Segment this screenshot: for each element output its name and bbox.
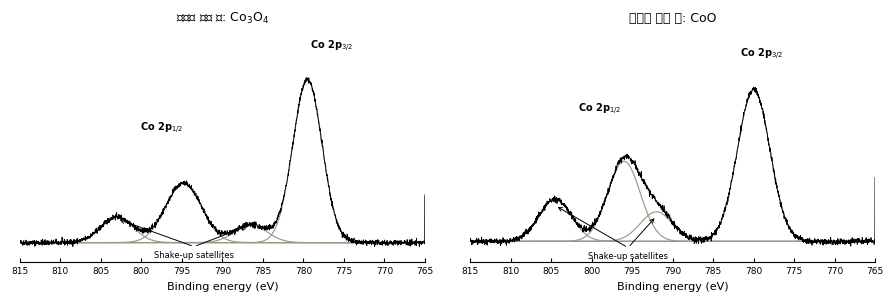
Text: Co 2p$_{1/2}$: Co 2p$_{1/2}$: [578, 102, 620, 117]
Text: Co 2p$_{3/2}$: Co 2p$_{3/2}$: [739, 47, 782, 62]
Title: 열동력 파도 전: Co$_3$O$_4$: 열동력 파도 전: Co$_3$O$_4$: [175, 11, 269, 26]
X-axis label: Binding energy (eV): Binding energy (eV): [166, 282, 278, 292]
Title: 열동력 파도 후: CoO: 열동력 파도 후: CoO: [628, 12, 715, 25]
Text: Co 2p$_{1/2}$: Co 2p$_{1/2}$: [139, 121, 183, 135]
X-axis label: Binding energy (eV): Binding energy (eV): [616, 282, 728, 292]
Text: Shake-up satellites: Shake-up satellites: [154, 251, 233, 260]
Text: Co 2p$_{3/2}$: Co 2p$_{3/2}$: [310, 39, 353, 54]
Text: Shake-up satellites: Shake-up satellites: [587, 252, 667, 261]
